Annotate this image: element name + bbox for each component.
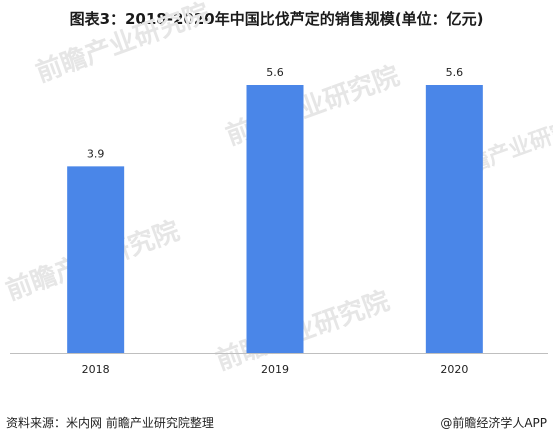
source-note: 资料来源：米内网 前瞻产业研究院整理	[6, 416, 214, 430]
x-tick-label: 2020	[440, 363, 468, 376]
bar-2019	[246, 85, 304, 353]
x-axis-ticks: 2018 2019 2020	[82, 363, 469, 376]
data-label: 5.6	[446, 66, 464, 79]
data-label: 5.6	[266, 66, 284, 79]
data-label: 3.9	[87, 147, 105, 160]
x-tick-label: 2019	[261, 363, 289, 376]
chart-area: 前瞻产业研究院 前瞻产业研究院 前瞻产业研究院 前瞻产业研究院 前瞻产业研究院 …	[2, 0, 553, 377]
chart-title: 图表3：2018-2020年中国比伐芦定的销售规模(单位：亿元)	[69, 10, 484, 28]
bar-2020	[425, 85, 483, 353]
data-labels-group: 3.9 5.6 5.6	[87, 66, 463, 160]
x-tick-label: 2018	[82, 363, 110, 376]
brand-credit: @前瞻经济学人APP	[440, 416, 547, 430]
bars-group	[67, 85, 483, 353]
watermark-text: 前瞻产业研究院	[32, 0, 214, 89]
bar-2018	[67, 166, 125, 353]
bar-chart: 前瞻产业研究院 前瞻产业研究院 前瞻产业研究院 前瞻产业研究院 前瞻产业研究院 …	[2, 0, 553, 377]
